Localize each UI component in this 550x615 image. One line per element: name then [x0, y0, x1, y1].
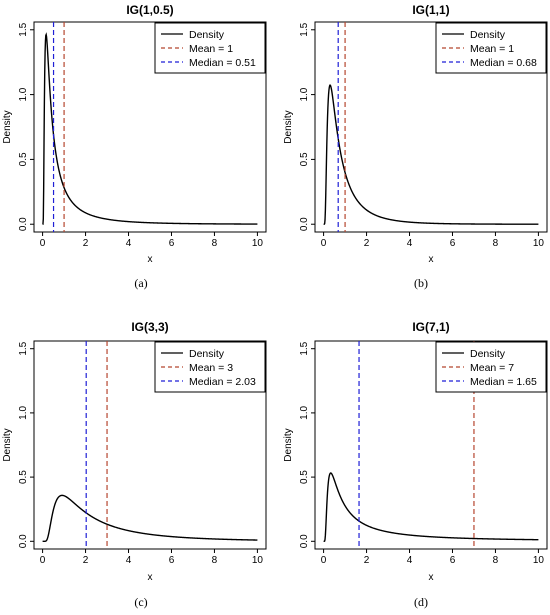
- y-tick-label: 0.0: [18, 217, 29, 231]
- y-tick-label: 1.0: [299, 406, 310, 420]
- legend-box: [435, 341, 547, 393]
- x-tick-label: 2: [364, 238, 370, 249]
- y-tick-label: 0.0: [299, 217, 310, 231]
- legend: Density Mean = 1 Median = 0.68: [435, 22, 547, 74]
- panel-title: IG(3,3): [131, 320, 168, 334]
- legend-entry: Mean = 1: [189, 43, 233, 55]
- y-axis-label: Density: [2, 428, 13, 461]
- panel-title: IG(1,0.5): [126, 3, 173, 17]
- x-tick-label: 4: [126, 555, 132, 566]
- y-axis-label: Density: [2, 110, 13, 143]
- density-curve: [323, 472, 539, 542]
- panel-caption: (d): [414, 595, 428, 609]
- x-tick-label: 8: [493, 555, 499, 566]
- legend-entry: Mean = 3: [189, 362, 233, 374]
- x-tick-label: 10: [252, 238, 264, 249]
- x-tick-label: 10: [252, 555, 264, 566]
- x-tick-label: 6: [169, 555, 175, 566]
- panel-1: IG(1,0.5)0 2 4 6 8 100.00.51.01.5xDensityDens…: [2, 3, 267, 265]
- legend-entry: Density: [189, 348, 225, 360]
- x-axis-label: x: [148, 572, 153, 583]
- y-tick-label: 0.0: [18, 534, 29, 548]
- panel-title: IG(7,1): [412, 320, 449, 334]
- panel-4: IG(7,1)0 2 4 6 8 100.00.51.01.5xDensityDensit…: [283, 320, 548, 583]
- x-axis-label: x: [148, 254, 153, 265]
- legend-entry: Median = 1.65: [470, 376, 537, 388]
- x-tick-label: 8: [212, 238, 218, 249]
- x-tick-label: 4: [126, 238, 132, 249]
- x-tick-label: 4: [407, 555, 413, 566]
- legend-box: [154, 341, 266, 393]
- x-tick-label: 6: [169, 238, 175, 249]
- plot-frame: [314, 21, 548, 233]
- y-tick-label: 1.0: [18, 406, 29, 420]
- panel-2: IG(1,1)0 2 4 6 8 100.00.51.01.5xDensityDensit…: [283, 3, 548, 265]
- x-tick-label: 0: [321, 555, 327, 566]
- legend-entry: Density: [470, 348, 506, 360]
- density-curve: [42, 494, 258, 542]
- x-tick-label: 2: [364, 555, 370, 566]
- x-tick-label: 2: [83, 555, 89, 566]
- panel-caption: (c): [134, 595, 147, 609]
- x-tick-label: 4: [407, 238, 413, 249]
- legend-entry: Density: [189, 29, 225, 41]
- y-tick-label: 0.5: [18, 152, 29, 166]
- x-tick-label: 10: [533, 238, 545, 249]
- y-axis-label: Density: [283, 428, 294, 461]
- y-tick-label: 0.0: [299, 534, 310, 548]
- x-axis-label: x: [429, 254, 434, 265]
- plot-frame: [33, 21, 267, 233]
- x-tick-label: 0: [321, 238, 327, 249]
- y-tick-label: 1.5: [299, 22, 310, 36]
- x-tick-label: 8: [493, 238, 499, 249]
- legend-entry: Mean = 7: [470, 362, 514, 374]
- x-tick-label: 8: [212, 555, 218, 566]
- x-tick-label: 6: [450, 555, 456, 566]
- panel-caption: (a): [134, 276, 147, 290]
- legend: Density Mean = 1 Median = 0.51: [154, 22, 266, 74]
- y-axis-label: Density: [283, 110, 294, 143]
- y-tick-label: 0.5: [299, 152, 310, 166]
- panel-title: IG(1,1): [412, 3, 449, 17]
- x-tick-label: 10: [533, 555, 545, 566]
- density-curve: [42, 32, 258, 225]
- legend-box: [154, 22, 266, 74]
- y-tick-label: 1.5: [18, 22, 29, 36]
- y-tick-label: 1.5: [18, 341, 29, 355]
- y-tick-label: 1.0: [299, 87, 310, 101]
- x-tick-label: 2: [83, 238, 89, 249]
- legend-entry: Median = 0.51: [189, 57, 256, 69]
- plot-frame: [314, 340, 548, 550]
- legend: Density Mean = 7 Median = 1.65: [435, 341, 547, 393]
- legend-entry: Median = 0.68: [470, 57, 537, 69]
- panel-caption: (b): [414, 276, 428, 290]
- x-tick-label: 0: [40, 555, 46, 566]
- plot-frame: [33, 340, 267, 550]
- density-curve: [323, 84, 539, 225]
- legend-entry: Median = 2.03: [189, 376, 256, 388]
- legend-entry: Density: [470, 29, 506, 41]
- legend: Density Mean = 3 Median = 2.03: [154, 341, 266, 393]
- x-tick-label: 0: [40, 238, 46, 249]
- y-tick-label: 0.5: [18, 470, 29, 484]
- y-tick-label: 1.0: [18, 87, 29, 101]
- panel-3: IG(3,3)0 2 4 6 8 100.00.51.01.5xDensityDensit…: [2, 320, 267, 583]
- y-tick-label: 0.5: [299, 470, 310, 484]
- x-axis-label: x: [429, 572, 434, 583]
- legend-entry: Mean = 1: [470, 43, 514, 55]
- y-tick-label: 1.5: [299, 341, 310, 355]
- x-tick-label: 6: [450, 238, 456, 249]
- legend-box: [435, 22, 547, 74]
